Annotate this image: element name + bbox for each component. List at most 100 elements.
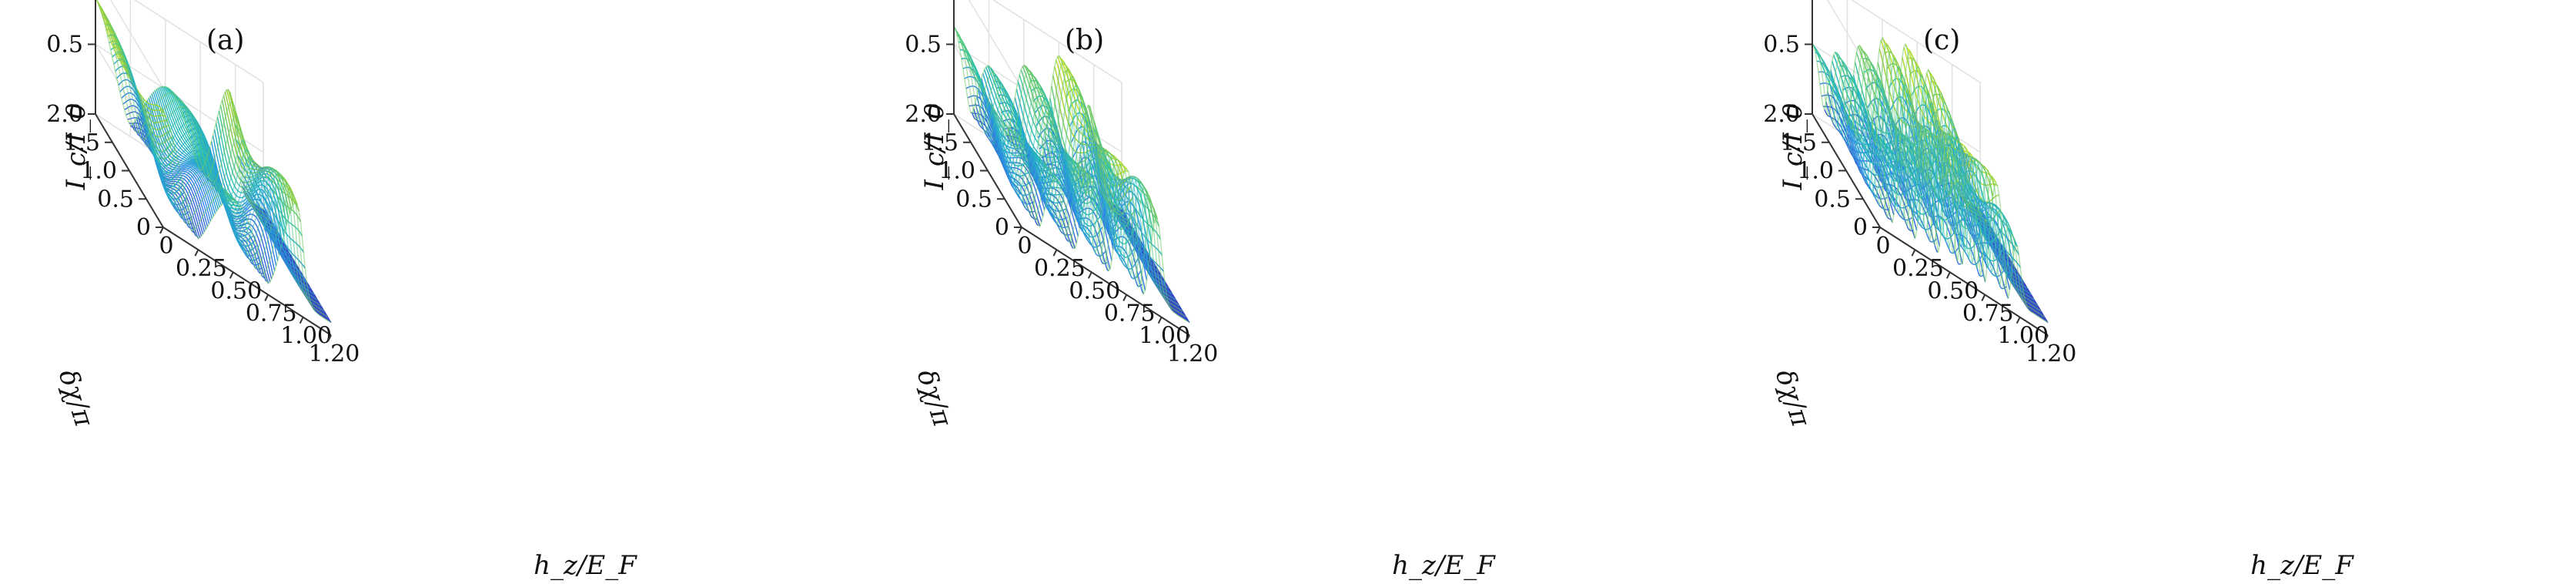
y-tick-label: 1.5 [1780, 129, 1817, 156]
x-tick-label: 0 [159, 233, 173, 260]
x-tick-label: 0.25 [1892, 255, 1944, 282]
surface-cross-line [953, 25, 1122, 210]
x-tick-label: 1.00 [1997, 323, 2049, 350]
y-tick-label: 1.5 [63, 129, 100, 156]
surface-cross-line [1835, 92, 2005, 250]
z-axis-title: I_c/I_0 [61, 103, 92, 191]
surface-cross-line [1822, 58, 1991, 227]
panel-label: (a) [206, 25, 245, 56]
surface-cross-line [977, 80, 1146, 250]
z-gridline-side [968, 0, 1022, 89]
surface-cross-line [105, 24, 274, 227]
axis-lines: 00.250.500.751.001.2000.51.01.52.000.51.… [905, 0, 1218, 368]
y-tick-label: 0 [136, 214, 151, 241]
z-tick-label: 0.5 [1763, 32, 1800, 59]
y-tick-label: 0.5 [1814, 186, 1851, 213]
surface-cross-line [1014, 132, 1183, 312]
x-tick-label: 1.20 [309, 341, 360, 368]
z-tick-label: 0.5 [905, 32, 942, 59]
x-tick-label: 0.75 [246, 300, 297, 327]
z-axis-title: I_c/I_0 [919, 103, 950, 191]
x-tick-label: 0.75 [1962, 300, 2014, 327]
z-gridline-side [109, 0, 164, 89]
y-tick-label: 1.0 [80, 158, 117, 185]
surface-cross-line [129, 77, 298, 267]
z-tick-label: 0.5 [46, 32, 83, 59]
x-tick-label: 0 [1017, 233, 1032, 260]
surface-cross-line [1021, 139, 1190, 324]
x-tick-label: 1.20 [2026, 341, 2077, 368]
panel-label: (c) [1923, 25, 1960, 56]
x-tick [1157, 317, 1163, 324]
surface-mesh [1812, 36, 2049, 324]
surface-cross-line [956, 32, 1126, 216]
surface-cross-line [1812, 36, 1981, 210]
x-tick [1876, 227, 1881, 234]
surface-cross-line [987, 99, 1156, 267]
panel-a: 00.250.500.751.001.2000.51.01.52.000.51.… [0, 0, 858, 584]
x-tick-label: 0.25 [1034, 255, 1086, 282]
y-tick-label: 2.0 [46, 101, 83, 128]
x-tick [1945, 271, 1951, 279]
axis-lines: 00.250.500.751.001.2000.51.01.52.000.51.… [1763, 0, 2076, 368]
surface-cross-line [990, 104, 1159, 273]
x-tick [1052, 249, 1058, 257]
y-tick-label: 2.0 [905, 101, 942, 128]
y-tick-label: 0.5 [97, 186, 134, 213]
surface-cross-line [156, 105, 325, 312]
x-tick-label: 0.50 [210, 277, 262, 304]
surface-cross-line [1825, 65, 1994, 233]
x-tick-label: 1.00 [1139, 323, 1190, 350]
x-axis [1879, 227, 2049, 336]
x-tick [1087, 271, 1092, 279]
x-tick-label: 0.75 [1104, 300, 1156, 327]
surface-plot-b: 00.250.500.751.001.2000.51.01.52.000.51.… [905, 0, 1496, 581]
x-tick-label: 0 [1875, 233, 1890, 260]
panel-b: 00.250.500.751.001.2000.51.01.52.000.51.… [858, 0, 1717, 584]
y-tick-label: 2.0 [1763, 101, 1800, 128]
surface-cross-line [1815, 43, 1984, 216]
x-tick [2044, 334, 2049, 342]
y-tick-label: 0 [1853, 214, 1868, 241]
x-tick [264, 294, 269, 301]
surface-mesh [953, 25, 1190, 324]
x-tick [327, 334, 332, 342]
surface-cross-line [1011, 129, 1180, 307]
surface-mesh [95, 0, 332, 324]
x-tick [194, 249, 199, 257]
surface-cross-line [960, 41, 1129, 221]
z-tick-label: 0 [927, 101, 942, 128]
x-tick [159, 227, 164, 234]
panel-label: (b) [1065, 25, 1104, 56]
x-tick [229, 271, 234, 279]
surface-cross-line [1004, 125, 1173, 295]
x-axis-title: h_z/E_F [1392, 550, 1496, 581]
x-tick [1911, 249, 1916, 257]
surface-cross-line [95, 0, 264, 210]
surface-cross-line [1852, 123, 2022, 278]
y-axis-title: δχ/π [52, 366, 99, 431]
y-tick-label: 0 [995, 214, 1009, 241]
x-tick-label: 0.25 [176, 255, 227, 282]
x-tick [1981, 294, 1986, 301]
x-tick [1018, 227, 1022, 234]
x-tick-label: 1.00 [280, 323, 332, 350]
surface-cross-line [159, 106, 328, 317]
z-tick-label: 0 [69, 101, 83, 128]
x-tick-label: 0.50 [1927, 277, 1979, 304]
x-axis-title: h_z/E_F [534, 550, 637, 581]
surface-cross-line [98, 5, 267, 216]
x-tick [1122, 294, 1128, 301]
x-tick-label: 1.20 [1167, 341, 1219, 368]
x-tick [299, 317, 304, 324]
panel-c: 00.250.500.751.001.2000.51.01.52.000.51.… [1717, 0, 2575, 584]
z-tick-label: 0 [1785, 101, 1800, 128]
surface-plot-c: 00.250.500.751.001.2000.51.01.52.000.51.… [1763, 0, 2354, 581]
surface-cross-line [981, 86, 1149, 256]
y-tick-label: 1.0 [1797, 158, 1834, 185]
surface-cross-line [970, 65, 1139, 239]
y-axis-title: δχ/π [1769, 366, 1816, 431]
surface-plot-a: 00.250.500.751.001.2000.51.01.52.000.51.… [46, 0, 637, 581]
surface-cross-line [1818, 49, 1988, 221]
